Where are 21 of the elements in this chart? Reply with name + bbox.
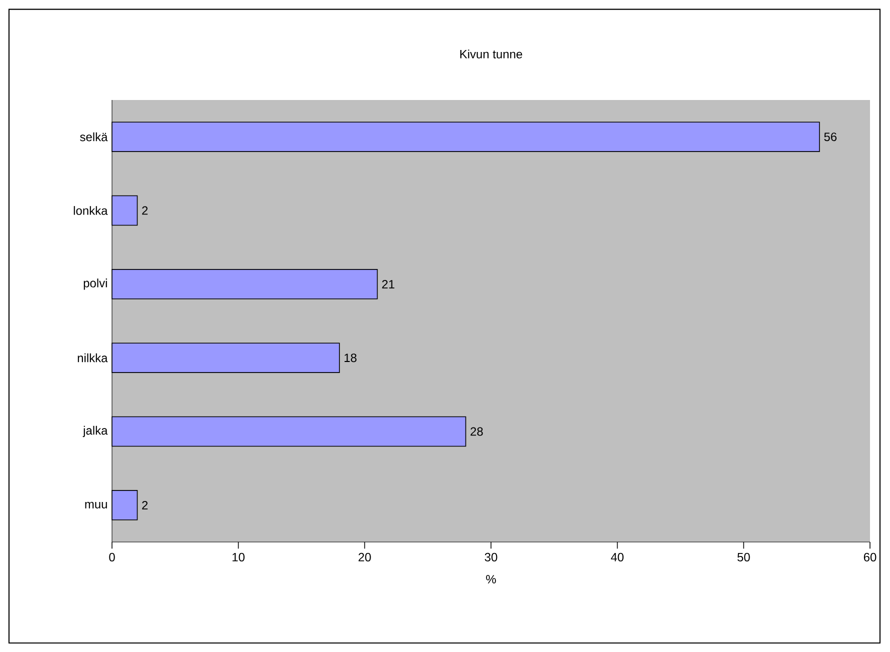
x-tick-label: 20	[358, 552, 371, 562]
x-tick-label: 40	[610, 552, 624, 562]
data-label: 56	[824, 132, 837, 142]
x-axis-title: %	[486, 575, 496, 584]
data-label: 28	[470, 427, 483, 436]
y-tick-label: muu	[85, 502, 107, 508]
data-label: 2	[142, 500, 148, 510]
chart-title: Kivun tunne	[460, 50, 522, 58]
y-tick-label: nilkka	[78, 353, 108, 362]
data-label: 18	[344, 354, 356, 362]
y-tick-label: lonkka	[74, 206, 108, 215]
y-tick-label: selkä	[80, 132, 108, 142]
x-tick-label: 60	[864, 552, 876, 562]
x-tick-label: 0	[109, 552, 115, 562]
x-tick-label: 10	[232, 552, 245, 562]
data-label: 21	[382, 280, 394, 288]
y-tick-label: jalka	[82, 426, 108, 438]
x-tick-label: 50	[737, 552, 750, 562]
x-tick-label: 30	[484, 552, 498, 562]
y-tick-label: polvi	[84, 278, 107, 290]
data-label: 2	[142, 206, 148, 215]
